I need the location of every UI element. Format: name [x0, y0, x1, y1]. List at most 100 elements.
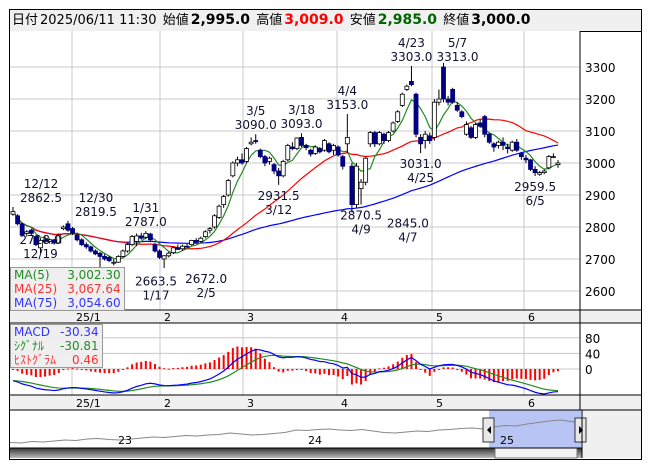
histogram-bar: [538, 369, 541, 380]
histogram-bar: [108, 369, 111, 374]
annotation-price: 2672.0: [185, 272, 227, 286]
candle-up: [170, 247, 176, 254]
histogram-bar: [149, 361, 152, 369]
candle-up: [189, 240, 195, 246]
navigator-side: [582, 410, 641, 458]
candle-down: [372, 132, 378, 145]
histogram-bar: [419, 369, 422, 370]
candle-up: [120, 250, 126, 257]
histogram-value: 0.46: [71, 353, 99, 367]
ma5-label: MA(5): [14, 268, 50, 282]
candle-up: [555, 162, 561, 165]
histogram-bar: [172, 368, 175, 370]
histogram-bar: [53, 369, 56, 376]
candle-up: [285, 144, 291, 161]
histogram-bar: [204, 363, 207, 369]
histogram-bar: [245, 346, 248, 369]
histogram-bar: [520, 369, 523, 379]
annotation-price: 2819.5: [75, 205, 117, 219]
histogram-bar: [186, 366, 189, 369]
navigator-year-label: 23: [118, 434, 132, 447]
candle-down: [381, 133, 387, 141]
price-annotation: 3031.04/25: [400, 157, 442, 185]
candle-down: [340, 156, 346, 167]
annotation-date: 4/23: [398, 36, 425, 50]
histogram-bar: [300, 369, 303, 370]
scrollbar-track[interactable]: [10, 448, 582, 458]
candle-up: [344, 136, 350, 145]
histogram-bar: [447, 367, 450, 369]
histogram-bar: [373, 369, 376, 372]
candle-down: [514, 141, 520, 151]
histogram-bar: [273, 367, 276, 369]
histogram-bar: [547, 369, 550, 376]
histogram-bar: [163, 368, 166, 370]
price-annotation: 2959.56/5: [514, 180, 556, 208]
histogram-bar: [176, 367, 179, 369]
close-label: 終値: [443, 13, 470, 28]
histogram-bar: [355, 369, 358, 384]
histogram-bar: [456, 369, 459, 370]
histogram-bar: [309, 369, 312, 374]
candle-down: [427, 135, 433, 142]
ma25-line: [12, 118, 559, 250]
histogram-bar: [34, 369, 37, 377]
candle-up: [60, 226, 66, 229]
candle-down: [193, 240, 199, 243]
candle-up: [395, 111, 401, 122]
histogram-bar: [442, 367, 445, 369]
candle-down: [262, 156, 268, 164]
candle-up: [166, 252, 172, 257]
histogram-bar: [291, 369, 294, 371]
histogram-bar: [12, 369, 14, 370]
navigator-year-label: 25: [500, 434, 514, 447]
annotation-date: 4/4: [338, 84, 357, 98]
scrollbar-thumb[interactable]: [494, 447, 578, 459]
month-label: 2: [164, 397, 171, 410]
candle-up: [161, 255, 167, 260]
histogram-bar: [346, 369, 349, 377]
annotation-date: 1/31: [132, 201, 159, 215]
histogram-bar: [295, 369, 298, 370]
histogram-bar: [259, 353, 262, 369]
annotation-price: 2663.5: [135, 275, 177, 289]
month-label: 3: [247, 397, 254, 410]
candle-up: [509, 141, 515, 151]
month-label: 25/1: [76, 397, 101, 410]
macd-tick-label: 40: [585, 347, 600, 361]
candle-down: [486, 133, 492, 143]
candle-down: [418, 136, 424, 145]
candle-up: [322, 140, 327, 151]
histogram-bar: [240, 347, 243, 369]
ma5-value: 3,002.30: [67, 268, 121, 282]
histogram-bar: [208, 362, 211, 369]
candle-down: [33, 236, 39, 246]
histogram-bar: [332, 369, 335, 375]
histogram-bar: [181, 367, 184, 369]
histogram-bar: [552, 369, 555, 373]
navigator-selection: [489, 410, 581, 448]
candle-down: [335, 146, 341, 156]
annotation-price: 2862.5: [20, 191, 62, 205]
month-label: 4: [341, 311, 348, 324]
histogram-bar: [428, 369, 431, 376]
histogram-bar: [231, 348, 234, 369]
histogram-bar: [39, 369, 42, 377]
histogram-bar: [76, 368, 79, 370]
annotation-date: 1/17: [143, 289, 170, 303]
macd-line: [12, 348, 559, 395]
candle-up: [248, 141, 254, 145]
histogram-bar: [543, 369, 546, 379]
ohlc-header: 日付 2025/06/11 11:30 始値 2,995.0 高値 3,009.0 安…: [10, 10, 641, 32]
month-label: 6: [528, 311, 535, 324]
candle-up: [312, 146, 318, 154]
price-annotation: 2845.04/7: [387, 217, 429, 245]
histogram-bar: [254, 348, 257, 369]
candle-up: [399, 93, 405, 106]
histogram-bar: [195, 365, 198, 369]
annotation-price: 3313.0: [437, 50, 479, 64]
